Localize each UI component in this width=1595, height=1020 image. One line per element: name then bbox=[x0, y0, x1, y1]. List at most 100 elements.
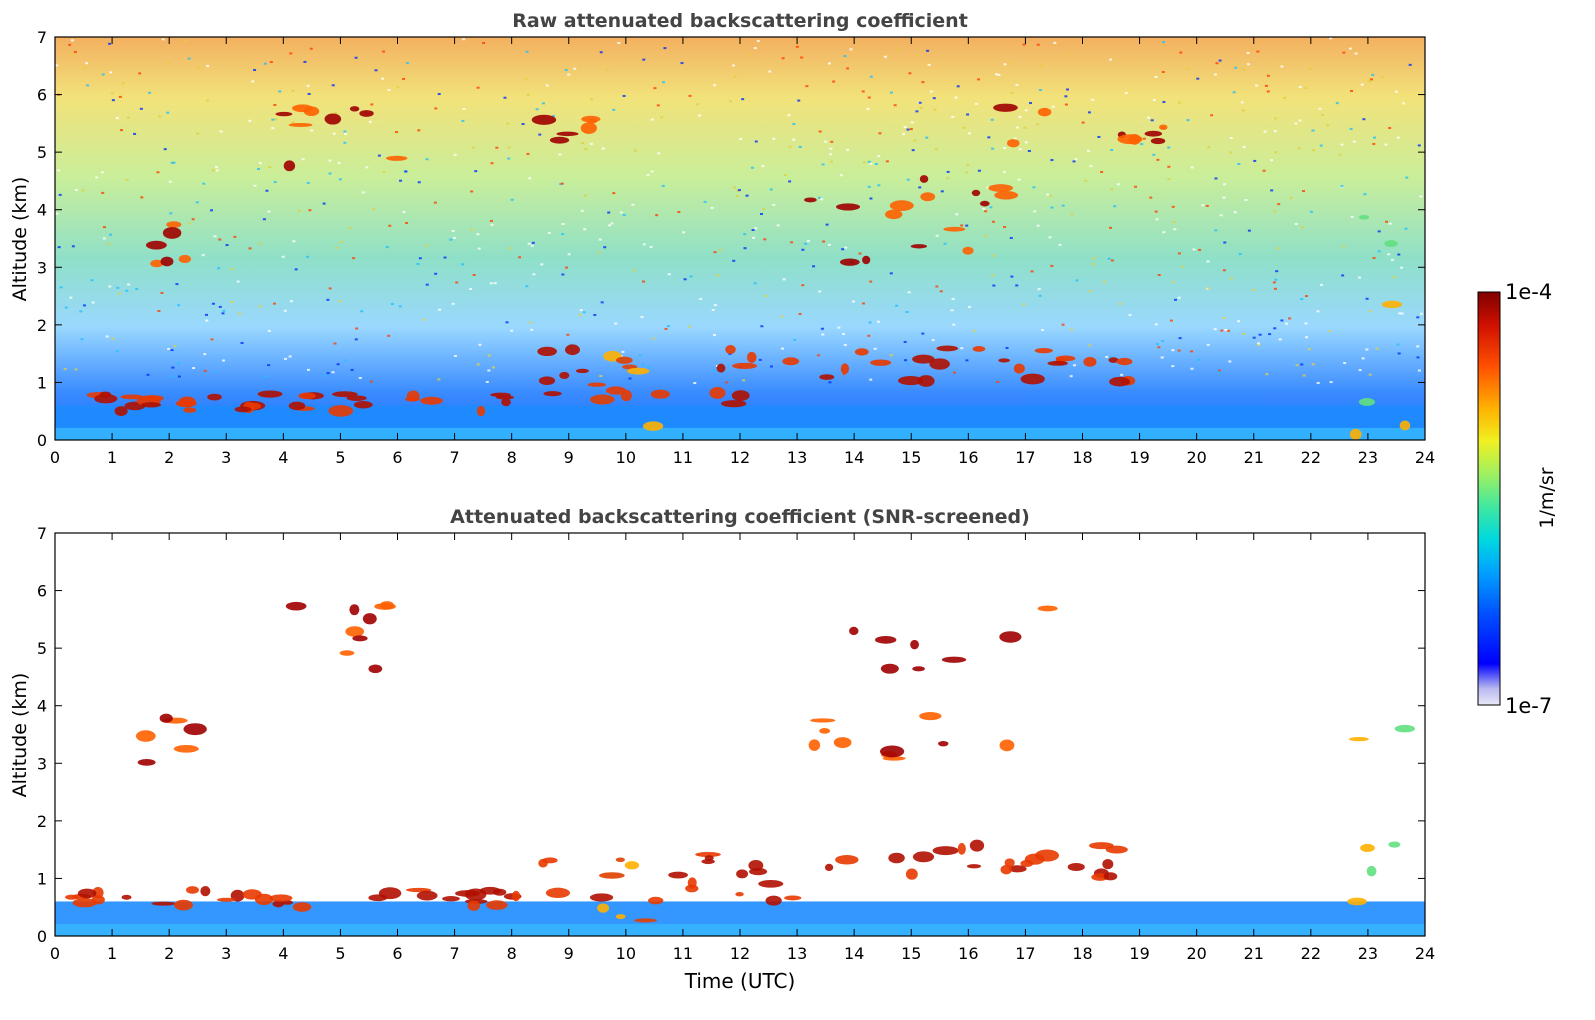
feature-cloud-layer bbox=[1103, 872, 1118, 881]
noise-pixel bbox=[710, 206, 714, 209]
noise-pixel bbox=[647, 366, 651, 369]
noise-pixel bbox=[561, 223, 565, 226]
feature-cloud-layer bbox=[912, 851, 935, 863]
noise-pixel bbox=[820, 198, 824, 201]
noise-pixel bbox=[1361, 357, 1365, 360]
noise-pixel bbox=[283, 309, 287, 312]
noise-pixel bbox=[1009, 61, 1013, 64]
x-tick-label: 18 bbox=[1072, 448, 1092, 467]
noise-pixel bbox=[350, 368, 354, 371]
noise-pixel bbox=[1215, 62, 1219, 65]
noise-pixel bbox=[1365, 348, 1369, 351]
noise-pixel bbox=[1081, 121, 1085, 124]
noise-pixel bbox=[1416, 345, 1420, 348]
noise-pixel bbox=[725, 381, 729, 384]
x-tick-label: 20 bbox=[1186, 944, 1206, 963]
feature-precipitation bbox=[615, 914, 626, 920]
noise-pixel bbox=[873, 347, 877, 350]
noise-pixel bbox=[698, 114, 702, 117]
noise-pixel bbox=[1240, 101, 1244, 104]
noise-pixel bbox=[1295, 364, 1299, 367]
feature-high-cloud bbox=[556, 131, 579, 137]
noise-pixel bbox=[83, 67, 87, 70]
noise-pixel bbox=[761, 165, 765, 168]
feature-high-cloud bbox=[819, 728, 831, 734]
noise-pixel bbox=[743, 247, 747, 250]
noise-pixel bbox=[1227, 329, 1231, 332]
noise-pixel bbox=[995, 73, 999, 76]
x-tick-label: 3 bbox=[221, 448, 231, 467]
noise-pixel bbox=[769, 365, 773, 368]
x-tick-label: 10 bbox=[616, 448, 636, 467]
noise-pixel bbox=[661, 81, 665, 84]
noise-pixel bbox=[1319, 283, 1323, 286]
noise-pixel bbox=[792, 138, 796, 141]
feature-high-cloud bbox=[150, 259, 164, 268]
noise-pixel bbox=[288, 355, 292, 358]
noise-pixel bbox=[64, 306, 68, 309]
noise-pixel bbox=[59, 286, 63, 289]
noise-pixel bbox=[1263, 130, 1267, 133]
noise-pixel bbox=[1246, 63, 1250, 66]
noise-pixel bbox=[915, 53, 919, 56]
noise-pixel bbox=[1013, 137, 1017, 140]
noise-pixel bbox=[989, 206, 993, 209]
noise-pixel bbox=[1398, 312, 1402, 315]
noise-pixel bbox=[1218, 59, 1222, 62]
noise-pixel bbox=[1113, 205, 1117, 208]
feature-cloud-layer bbox=[216, 897, 236, 902]
noise-pixel bbox=[818, 130, 822, 133]
noise-pixel bbox=[1350, 215, 1354, 218]
noise-pixel bbox=[851, 300, 855, 303]
feature-cloud-layer bbox=[91, 895, 105, 905]
noise-pixel bbox=[80, 338, 84, 341]
noise-pixel bbox=[829, 147, 833, 150]
feature-cloud-layer bbox=[589, 893, 614, 902]
noise-pixel bbox=[919, 107, 923, 110]
noise-pixel bbox=[733, 75, 737, 78]
noise-pixel bbox=[283, 357, 287, 360]
noise-pixel bbox=[561, 233, 565, 236]
noise-pixel bbox=[1177, 349, 1181, 352]
noise-pixel bbox=[867, 334, 871, 337]
x-tick-label: 9 bbox=[564, 944, 574, 963]
noise-pixel bbox=[1198, 248, 1202, 251]
x-tick-label: 14 bbox=[844, 448, 864, 467]
noise-pixel bbox=[939, 290, 943, 293]
noise-pixel bbox=[827, 243, 831, 246]
noise-pixel bbox=[168, 180, 172, 183]
noise-pixel bbox=[1342, 245, 1346, 248]
noise-pixel bbox=[764, 294, 768, 297]
noise-pixel bbox=[792, 122, 796, 125]
noise-pixel bbox=[1278, 338, 1282, 341]
noise-pixel bbox=[597, 251, 601, 254]
noise-pixel bbox=[271, 127, 275, 130]
noise-pixel bbox=[866, 107, 870, 110]
x-tick-label: 21 bbox=[1244, 944, 1264, 963]
noise-pixel bbox=[1091, 263, 1095, 266]
noise-pixel bbox=[1266, 90, 1270, 93]
chart-title: Attenuated backscattering coefficient (S… bbox=[450, 506, 1030, 528]
noise-pixel bbox=[951, 115, 955, 118]
noise-pixel bbox=[1185, 67, 1189, 70]
noise-pixel bbox=[758, 358, 762, 361]
feature-high-cloud bbox=[993, 103, 1018, 112]
noise-pixel bbox=[583, 228, 587, 231]
noise-pixel bbox=[650, 170, 654, 173]
noise-pixel bbox=[991, 220, 995, 223]
noise-pixel bbox=[336, 363, 340, 366]
noise-pixel bbox=[908, 72, 912, 75]
noise-pixel bbox=[712, 334, 716, 337]
noise-pixel bbox=[1152, 99, 1156, 102]
noise-pixel bbox=[1140, 143, 1144, 146]
noise-pixel bbox=[849, 48, 853, 51]
y-tick-label: 4 bbox=[37, 201, 47, 220]
feature-high-cloud bbox=[173, 744, 199, 753]
feature-cloud-layer bbox=[416, 890, 438, 901]
noise-pixel bbox=[381, 77, 385, 80]
noise-pixel bbox=[641, 363, 645, 366]
noise-pixel bbox=[1375, 347, 1379, 350]
noise-pixel bbox=[1388, 222, 1392, 225]
feature-high-cloud bbox=[345, 626, 365, 637]
noise-pixel bbox=[230, 300, 234, 303]
